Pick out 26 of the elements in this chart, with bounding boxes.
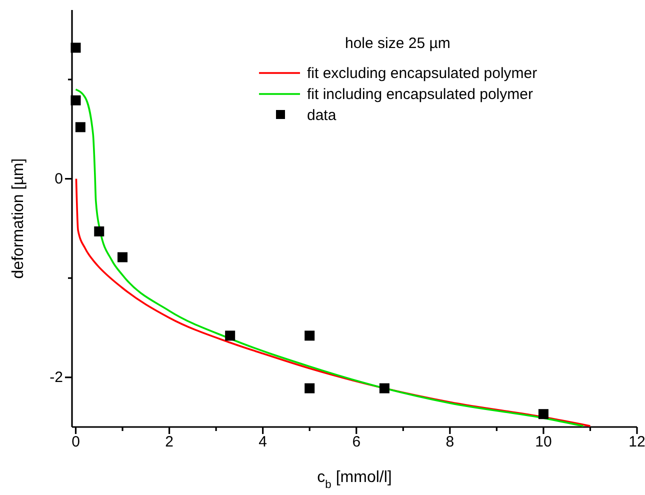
point	[304, 330, 315, 341]
point	[75, 122, 86, 132]
legend-label: data	[307, 107, 337, 124]
point	[70, 42, 81, 53]
y-tick-label: -2	[50, 369, 63, 386]
point	[304, 383, 315, 394]
point	[70, 95, 81, 106]
legend-label: fit including encapsulated polymer	[307, 86, 533, 103]
x-tick-label: 10	[535, 434, 552, 451]
point	[538, 409, 548, 420]
point	[118, 252, 128, 262]
y-axis-title: deformation [µm]	[10, 158, 27, 279]
point	[94, 226, 104, 236]
point	[379, 383, 390, 394]
x-tick-label: 8	[446, 434, 454, 451]
x-tick-label: 0	[72, 434, 80, 451]
x-tick-label: 2	[165, 434, 174, 451]
x-tick-label: 6	[352, 434, 361, 451]
line-series	[75, 178, 592, 427]
x-tick-label: 4	[258, 434, 267, 451]
point	[225, 330, 236, 341]
line-series	[74, 88, 584, 427]
x-axis-title: c$_{b}$ [mmol/l]	[317, 469, 392, 491]
legend-label: fit excluding encapsulated polymer	[307, 65, 538, 82]
legend-title: hole size 25 µm	[345, 35, 450, 52]
x-tick-label: 12	[628, 434, 645, 451]
